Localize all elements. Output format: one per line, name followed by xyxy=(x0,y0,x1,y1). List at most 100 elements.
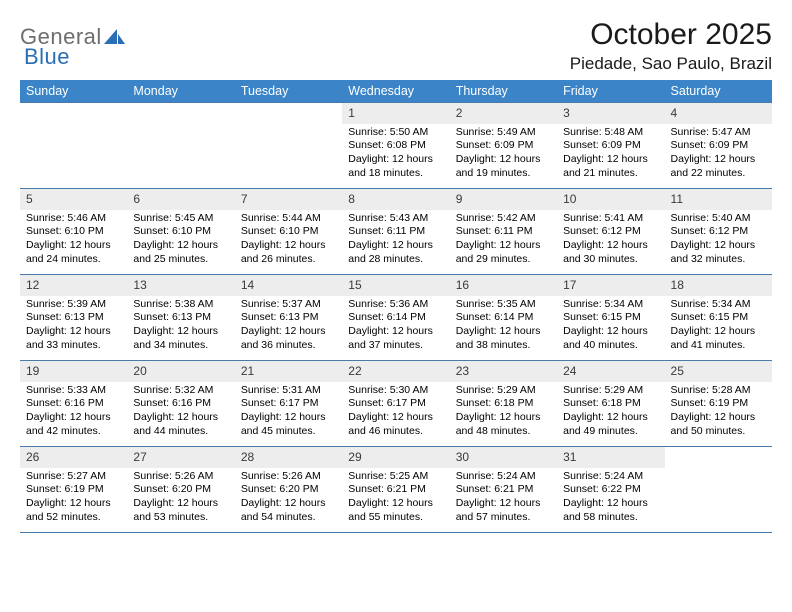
daylight-line: Daylight: 12 hours and 45 minutes. xyxy=(241,411,336,438)
day-number: 8 xyxy=(342,189,449,210)
day-body: Sunrise: 5:33 AMSunset: 6:16 PMDaylight:… xyxy=(20,382,127,443)
day-number: 5 xyxy=(20,189,127,210)
calendar-day-cell: 27Sunrise: 5:26 AMSunset: 6:20 PMDayligh… xyxy=(127,447,234,533)
sunset-line: Sunset: 6:14 PM xyxy=(456,311,551,325)
daylight-line: Daylight: 12 hours and 41 minutes. xyxy=(671,325,766,352)
weekday-header: Monday xyxy=(127,80,234,103)
sunset-line: Sunset: 6:20 PM xyxy=(133,483,228,497)
sunrise-line: Sunrise: 5:41 AM xyxy=(563,212,658,226)
day-number: 27 xyxy=(127,447,234,468)
daylight-line: Daylight: 12 hours and 25 minutes. xyxy=(133,239,228,266)
calendar-empty-cell xyxy=(665,447,772,533)
day-number: 29 xyxy=(342,447,449,468)
sunset-line: Sunset: 6:18 PM xyxy=(563,397,658,411)
sunset-line: Sunset: 6:15 PM xyxy=(563,311,658,325)
sunrise-line: Sunrise: 5:29 AM xyxy=(456,384,551,398)
calendar-empty-cell xyxy=(235,103,342,189)
sunrise-line: Sunrise: 5:47 AM xyxy=(671,126,766,140)
location: Piedade, Sao Paulo, Brazil xyxy=(570,54,772,74)
daylight-line: Daylight: 12 hours and 30 minutes. xyxy=(563,239,658,266)
calendar-day-cell: 21Sunrise: 5:31 AMSunset: 6:17 PMDayligh… xyxy=(235,361,342,447)
day-body: Sunrise: 5:36 AMSunset: 6:14 PMDaylight:… xyxy=(342,296,449,357)
calendar-day-cell: 12Sunrise: 5:39 AMSunset: 6:13 PMDayligh… xyxy=(20,275,127,361)
day-body: Sunrise: 5:41 AMSunset: 6:12 PMDaylight:… xyxy=(557,210,664,271)
daylight-line: Daylight: 12 hours and 32 minutes. xyxy=(671,239,766,266)
weekday-header: Friday xyxy=(557,80,664,103)
sunrise-line: Sunrise: 5:28 AM xyxy=(671,384,766,398)
header: General October 2025 Piedade, Sao Paulo,… xyxy=(20,18,772,74)
calendar-day-cell: 19Sunrise: 5:33 AMSunset: 6:16 PMDayligh… xyxy=(20,361,127,447)
calendar-day-cell: 13Sunrise: 5:38 AMSunset: 6:13 PMDayligh… xyxy=(127,275,234,361)
sunrise-line: Sunrise: 5:34 AM xyxy=(671,298,766,312)
daylight-line: Daylight: 12 hours and 40 minutes. xyxy=(563,325,658,352)
calendar-table: SundayMondayTuesdayWednesdayThursdayFrid… xyxy=(20,80,772,533)
day-number: 28 xyxy=(235,447,342,468)
day-number: 16 xyxy=(450,275,557,296)
day-number: 3 xyxy=(557,103,664,124)
daylight-line: Daylight: 12 hours and 44 minutes. xyxy=(133,411,228,438)
sunset-line: Sunset: 6:16 PM xyxy=(133,397,228,411)
day-number: 2 xyxy=(450,103,557,124)
day-number: 30 xyxy=(450,447,557,468)
sunrise-line: Sunrise: 5:44 AM xyxy=(241,212,336,226)
calendar-day-cell: 28Sunrise: 5:26 AMSunset: 6:20 PMDayligh… xyxy=(235,447,342,533)
sunrise-line: Sunrise: 5:42 AM xyxy=(456,212,551,226)
sunset-line: Sunset: 6:11 PM xyxy=(456,225,551,239)
day-body: Sunrise: 5:34 AMSunset: 6:15 PMDaylight:… xyxy=(665,296,772,357)
sunrise-line: Sunrise: 5:50 AM xyxy=(348,126,443,140)
calendar-day-cell: 11Sunrise: 5:40 AMSunset: 6:12 PMDayligh… xyxy=(665,189,772,275)
daylight-line: Daylight: 12 hours and 52 minutes. xyxy=(26,497,121,524)
day-body: Sunrise: 5:40 AMSunset: 6:12 PMDaylight:… xyxy=(665,210,772,271)
day-number: 4 xyxy=(665,103,772,124)
sunrise-line: Sunrise: 5:24 AM xyxy=(456,470,551,484)
daylight-line: Daylight: 12 hours and 19 minutes. xyxy=(456,153,551,180)
daylight-line: Daylight: 12 hours and 21 minutes. xyxy=(563,153,658,180)
sunrise-line: Sunrise: 5:35 AM xyxy=(456,298,551,312)
sunrise-line: Sunrise: 5:36 AM xyxy=(348,298,443,312)
day-number: 13 xyxy=(127,275,234,296)
sunset-line: Sunset: 6:20 PM xyxy=(241,483,336,497)
day-number: 12 xyxy=(20,275,127,296)
calendar-day-cell: 16Sunrise: 5:35 AMSunset: 6:14 PMDayligh… xyxy=(450,275,557,361)
month-title: October 2025 xyxy=(570,18,772,52)
day-body: Sunrise: 5:31 AMSunset: 6:17 PMDaylight:… xyxy=(235,382,342,443)
calendar-day-cell: 31Sunrise: 5:24 AMSunset: 6:22 PMDayligh… xyxy=(557,447,664,533)
day-body: Sunrise: 5:26 AMSunset: 6:20 PMDaylight:… xyxy=(235,468,342,529)
sunrise-line: Sunrise: 5:37 AM xyxy=(241,298,336,312)
day-number: 14 xyxy=(235,275,342,296)
day-number: 11 xyxy=(665,189,772,210)
day-number: 6 xyxy=(127,189,234,210)
sunset-line: Sunset: 6:13 PM xyxy=(241,311,336,325)
sunset-line: Sunset: 6:21 PM xyxy=(348,483,443,497)
weekday-header: Thursday xyxy=(450,80,557,103)
day-body: Sunrise: 5:24 AMSunset: 6:21 PMDaylight:… xyxy=(450,468,557,529)
calendar-day-cell: 9Sunrise: 5:42 AMSunset: 6:11 PMDaylight… xyxy=(450,189,557,275)
day-body: Sunrise: 5:42 AMSunset: 6:11 PMDaylight:… xyxy=(450,210,557,271)
calendar-week-row: 26Sunrise: 5:27 AMSunset: 6:19 PMDayligh… xyxy=(20,447,772,533)
sunset-line: Sunset: 6:12 PM xyxy=(563,225,658,239)
daylight-line: Daylight: 12 hours and 54 minutes. xyxy=(241,497,336,524)
title-block: October 2025 Piedade, Sao Paulo, Brazil xyxy=(570,18,772,74)
sunset-line: Sunset: 6:19 PM xyxy=(671,397,766,411)
daylight-line: Daylight: 12 hours and 48 minutes. xyxy=(456,411,551,438)
sunrise-line: Sunrise: 5:38 AM xyxy=(133,298,228,312)
sunrise-line: Sunrise: 5:26 AM xyxy=(241,470,336,484)
day-number: 26 xyxy=(20,447,127,468)
weekday-header: Sunday xyxy=(20,80,127,103)
sunset-line: Sunset: 6:15 PM xyxy=(671,311,766,325)
day-number: 24 xyxy=(557,361,664,382)
day-body: Sunrise: 5:27 AMSunset: 6:19 PMDaylight:… xyxy=(20,468,127,529)
daylight-line: Daylight: 12 hours and 42 minutes. xyxy=(26,411,121,438)
day-body: Sunrise: 5:35 AMSunset: 6:14 PMDaylight:… xyxy=(450,296,557,357)
sunrise-line: Sunrise: 5:32 AM xyxy=(133,384,228,398)
sunrise-line: Sunrise: 5:40 AM xyxy=(671,212,766,226)
logo-blue-row: Blue xyxy=(24,44,70,70)
calendar-empty-cell xyxy=(20,103,127,189)
day-body: Sunrise: 5:30 AMSunset: 6:17 PMDaylight:… xyxy=(342,382,449,443)
calendar-week-row: 5Sunrise: 5:46 AMSunset: 6:10 PMDaylight… xyxy=(20,189,772,275)
day-number: 18 xyxy=(665,275,772,296)
sunset-line: Sunset: 6:10 PM xyxy=(241,225,336,239)
sunrise-line: Sunrise: 5:48 AM xyxy=(563,126,658,140)
sunset-line: Sunset: 6:09 PM xyxy=(671,139,766,153)
daylight-line: Daylight: 12 hours and 53 minutes. xyxy=(133,497,228,524)
